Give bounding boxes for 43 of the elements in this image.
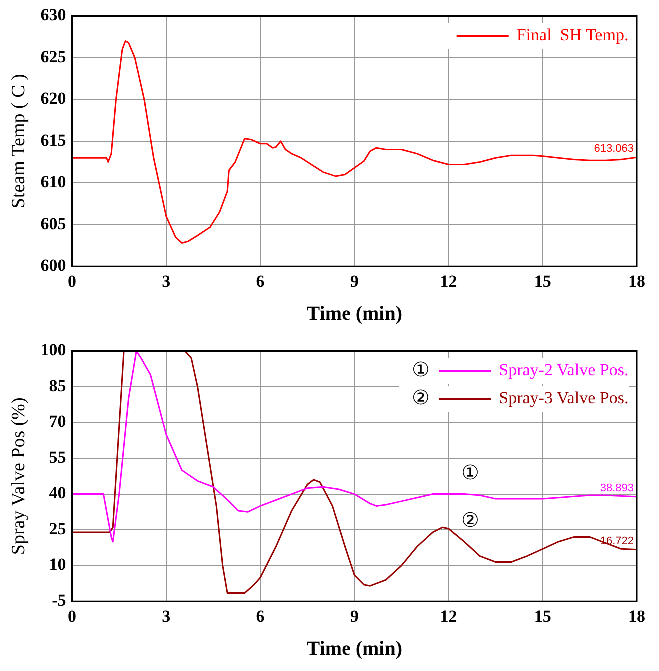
x-tick-label: 18 [628, 607, 646, 626]
y-tick-label: 630 [40, 6, 66, 25]
y-tick-label: 40 [49, 484, 66, 503]
y-tick-label: 620 [40, 89, 66, 108]
data-label: 613.063 [594, 143, 634, 156]
legend-label: Final SH Temp. [516, 26, 629, 45]
text: ② [412, 387, 430, 410]
x-tick-label: 3 [162, 607, 171, 626]
legend-label: Spray-3 Valve Pos. [499, 388, 629, 408]
y-tick-label: 70 [49, 412, 66, 432]
data-label: 38.893 [600, 482, 634, 494]
annotation: ② [461, 510, 480, 532]
y-tick-label: 55 [49, 448, 66, 467]
y-tick-label: 600 [40, 256, 66, 275]
y-axis-title: Steam Temp ( C ) [8, 74, 30, 209]
y-tick-label: 625 [40, 47, 66, 66]
x-tick-label: 15 [534, 607, 552, 626]
x-tick-label: 0 [68, 607, 77, 626]
data-label: 16.722 [600, 535, 634, 548]
y-tick-label: 100 [40, 340, 66, 360]
x-axis-title: Time (min) [306, 303, 403, 326]
x-tick-label: 15 [534, 272, 552, 292]
x-tick-label: 0 [68, 272, 77, 292]
x-tick-label: 12 [440, 607, 458, 626]
text: ① [412, 359, 430, 382]
x-tick-label: 12 [440, 272, 458, 292]
y-tick-label: 610 [40, 172, 66, 192]
x-tick-label: 6 [256, 272, 265, 292]
x-tick-label: 9 [350, 272, 359, 292]
y-tick-label: 25 [49, 519, 66, 538]
y-axis-title: Spray Valve Pos (%) [8, 398, 30, 556]
annotation: ① [461, 462, 480, 485]
x-tick-label: 9 [350, 607, 359, 626]
x-tick-label: 18 [628, 272, 646, 292]
y-tick-label: 85 [49, 376, 66, 396]
y-tick-label: -5 [52, 590, 66, 610]
x-tick-label: 3 [162, 272, 171, 292]
x-tick-label: 6 [256, 607, 265, 626]
legend-label: Spray-2 Valve Pos. [499, 360, 629, 380]
x-axis-title: Time (min) [306, 638, 403, 660]
y-tick-label: 10 [49, 555, 66, 574]
y-tick-label: 605 [40, 214, 66, 234]
y-tick-label: 615 [40, 130, 66, 150]
